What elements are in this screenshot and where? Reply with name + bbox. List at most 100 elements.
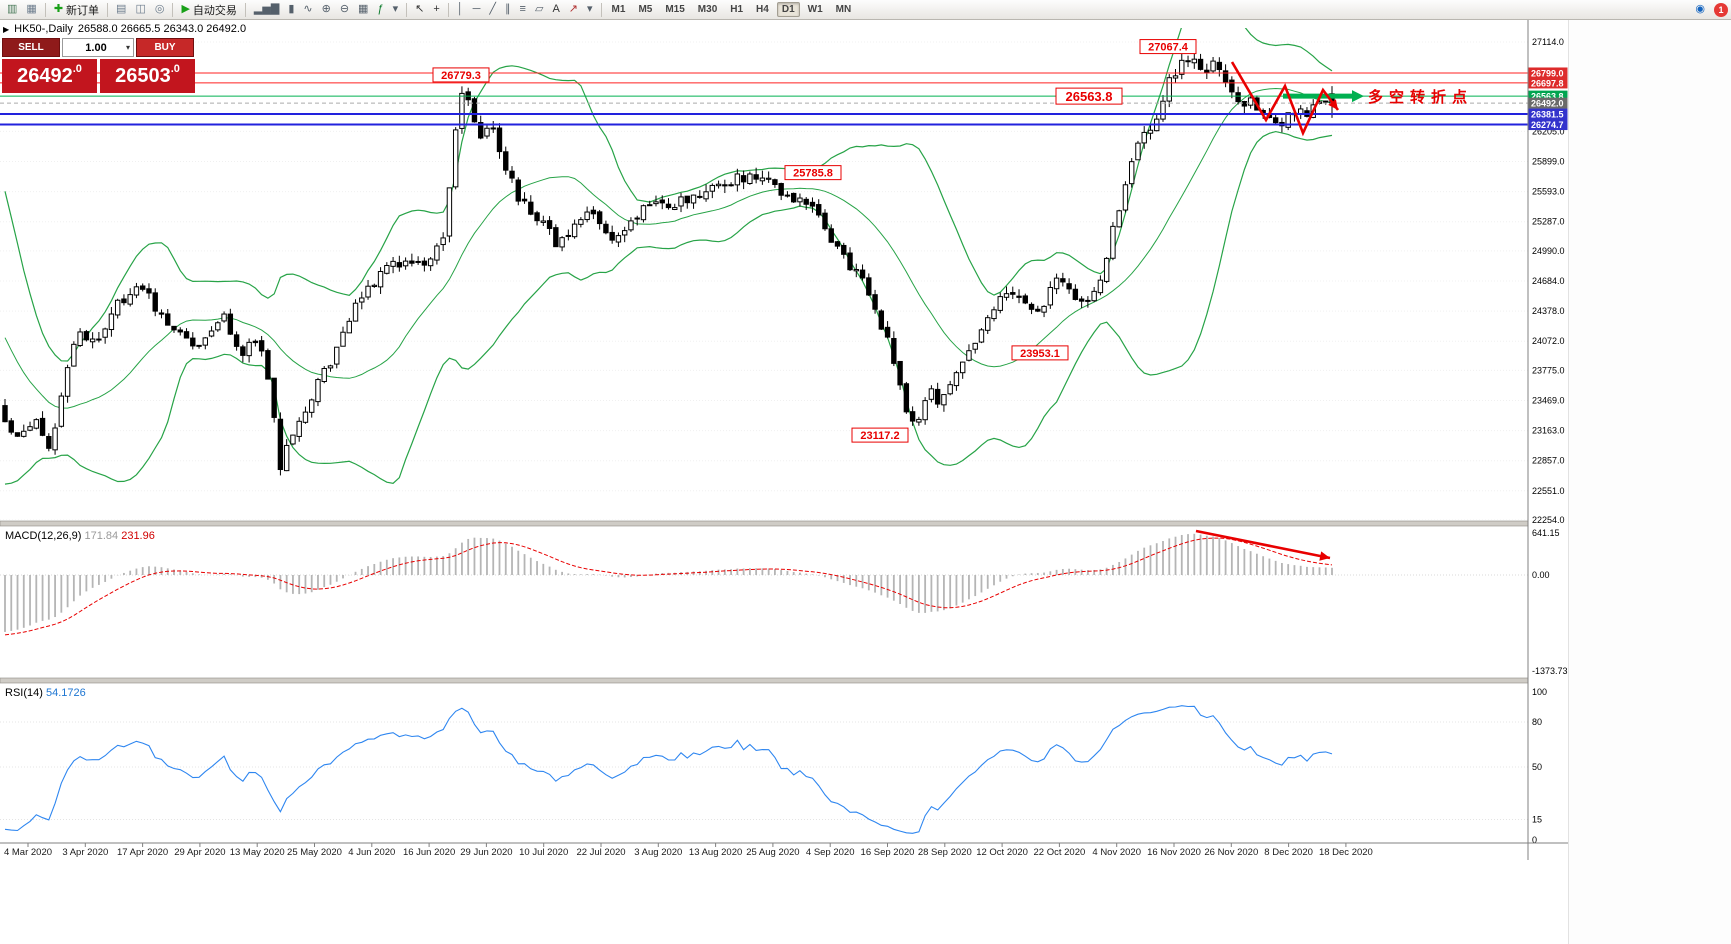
price-label-23117.2[interactable]: 23117.2	[851, 427, 909, 443]
horizontal-line-icon-glyph: ─	[472, 3, 481, 15]
arrows-dropdown-icon[interactable]: ▾	[583, 1, 597, 18]
indicators-dropdown-icon-glyph: ▾	[392, 3, 399, 15]
fibonacci-icon[interactable]: ≡	[516, 1, 530, 18]
sell-price-button[interactable]: 26492.0	[2, 59, 97, 93]
rsi-value: 54.1726	[45, 687, 86, 699]
axis-tick-label: 24684.0	[1532, 276, 1565, 286]
price-scale[interactable]	[1528, 20, 1568, 860]
chart-background	[0, 20, 1568, 860]
date-axis-label: 16 Jun 2020	[403, 847, 455, 858]
axis-price-box	[1528, 90, 1568, 102]
date-axis-label: 18 Dec 2020	[1319, 847, 1373, 858]
buy-price-button[interactable]: 26503.0	[100, 59, 195, 93]
cursor-icon-glyph: ↖	[415, 3, 425, 15]
arrowhead	[1319, 551, 1330, 561]
data-window-icon[interactable]: ◫	[131, 1, 149, 18]
window-layout-icon-glyph: ▦	[26, 3, 37, 15]
toolbar-separator	[244, 2, 246, 17]
axis-tick-label: 27114.0	[1532, 37, 1564, 47]
community-icon[interactable]: ◉	[1691, 1, 1709, 18]
timeframe-h1[interactable]: H1	[730, 4, 744, 15]
svg-text:26563.8: 26563.8	[1066, 89, 1113, 104]
chart-canvas[interactable]: 27067.4 26779.3 26563.8 25785.8 23953.1 23117…	[0, 20, 1568, 860]
axis-tick-label: 24072.0	[1532, 336, 1565, 346]
buy-button[interactable]: BUY	[136, 38, 194, 57]
shapes-icon-glyph: ▱	[534, 3, 544, 15]
line-chart-icon[interactable]: ∿	[299, 1, 316, 18]
axis-tick-label: 22551.0	[1532, 486, 1565, 496]
svg-text:26274.7: 26274.7	[1531, 120, 1564, 130]
shapes-icon[interactable]: ▱	[531, 1, 547, 18]
panel-splitter[interactable]	[0, 520, 1568, 527]
volume-dropdown-icon[interactable]: ▾	[125, 43, 130, 52]
zoom-out-icon[interactable]: ⊖	[336, 1, 353, 18]
vertical-line-icon[interactable]: │	[453, 1, 468, 18]
timeframe-mn[interactable]: MN	[835, 4, 852, 15]
date-axis-label: 16 Nov 2020	[1147, 847, 1201, 858]
price-label-23953.1[interactable]: 23953.1	[1011, 345, 1069, 361]
cursor-icon[interactable]: ↖	[411, 1, 428, 18]
toolbar-separator	[406, 2, 408, 17]
axis-price-box	[1528, 119, 1568, 131]
indicators-icon[interactable]: ƒ	[373, 1, 387, 18]
timeframe-h4[interactable]: H4	[756, 4, 769, 15]
date-axis-label: 13 Aug 2020	[689, 847, 742, 858]
crosshair-icon[interactable]: +	[429, 1, 443, 18]
date-axis-label: 25 May 2020	[287, 847, 342, 858]
date-axis-label: 4 Jun 2020	[348, 847, 395, 858]
macd-axis-label: 0.00	[1532, 570, 1550, 580]
price-zigzag-arrow[interactable]	[1230, 61, 1340, 137]
ask-price-decimal: .0	[170, 63, 180, 75]
autotrade-button[interactable]: ▶ 自动交易	[177, 1, 240, 18]
timeframe-m30[interactable]: M30	[697, 4, 718, 15]
trendline-icon[interactable]: ╱	[485, 1, 500, 18]
axis-tick-label: 23469.0	[1532, 396, 1565, 406]
axis-tick-label: 25899.0	[1532, 157, 1565, 167]
rsi-axis-label: 80	[1532, 717, 1542, 727]
bar-chart-icon-glyph: ▂▅▇	[253, 3, 280, 15]
date-axis-label: 22 Oct 2020	[1034, 847, 1086, 858]
indicators-dropdown-icon[interactable]: ▾	[389, 1, 403, 18]
volume-input[interactable]: 1.00 ▾	[62, 38, 134, 57]
sell-button[interactable]: SELL	[2, 38, 60, 57]
window-layout-icon[interactable]: ▦	[22, 1, 40, 18]
date-axis-label: 3 Aug 2020	[634, 847, 682, 858]
svg-text:26799.0: 26799.0	[1531, 68, 1564, 78]
macd-trend-arrow[interactable]	[1195, 529, 1331, 560]
price-label-27067.4[interactable]: 27067.4	[1139, 39, 1197, 55]
timeframe-m5[interactable]: M5	[638, 4, 653, 15]
timeframe-d1[interactable]: D1	[776, 2, 800, 17]
market-watch-icon-glyph: ▤	[116, 3, 127, 15]
notifications-badge[interactable]: 1	[1714, 2, 1728, 17]
horizontal-line-icon[interactable]: ─	[469, 1, 485, 18]
chart-annotation-text[interactable]: 多空转折点	[1368, 89, 1474, 106]
tile-windows-icon[interactable]: ▦	[354, 1, 372, 18]
panel-splitter[interactable]	[0, 677, 1568, 684]
timeframe-m15[interactable]: M15	[665, 4, 685, 15]
zoom-in-icon[interactable]: ⊕	[318, 1, 335, 18]
axis-price-box	[1528, 77, 1568, 89]
axis-tick-label: 25287.0	[1532, 217, 1565, 227]
timeframe-m1[interactable]: M1	[611, 4, 626, 15]
channel-icon[interactable]: ∥	[501, 1, 515, 18]
date-axis-label: 4 Sep 2020	[806, 847, 855, 858]
price-label-26779.3[interactable]: 26779.3	[432, 67, 490, 83]
price-label-25785.8[interactable]: 25785.8	[784, 165, 842, 181]
axis-tick-label: 24378.0	[1532, 306, 1565, 316]
svg-text:26492.0: 26492.0	[1531, 99, 1564, 109]
price-label-26563.8[interactable]: 26563.8	[1055, 87, 1123, 105]
bar-chart-icon[interactable]: ▂▅▇	[250, 1, 283, 18]
text-icon[interactable]: A	[548, 1, 563, 18]
svg-text:26779.3: 26779.3	[441, 70, 481, 82]
channel-icon-glyph: ∥	[505, 3, 511, 15]
rsi-axis-label: 15	[1532, 815, 1542, 825]
timeframe-w1[interactable]: W1	[807, 4, 823, 15]
new-chart-icon[interactable]: ▥	[3, 1, 21, 18]
rsi-axis-label: 50	[1532, 762, 1542, 772]
navigator-icon[interactable]: ◎	[151, 1, 169, 18]
arrow-tool-icon[interactable]: ↗	[565, 1, 582, 18]
market-watch-icon[interactable]: ▤	[112, 1, 130, 18]
candlestick-icon[interactable]: ▮	[284, 1, 298, 18]
axis-tick-label: 24990.0	[1532, 246, 1565, 256]
new-order-button[interactable]: ✚ 新订单	[50, 1, 103, 18]
